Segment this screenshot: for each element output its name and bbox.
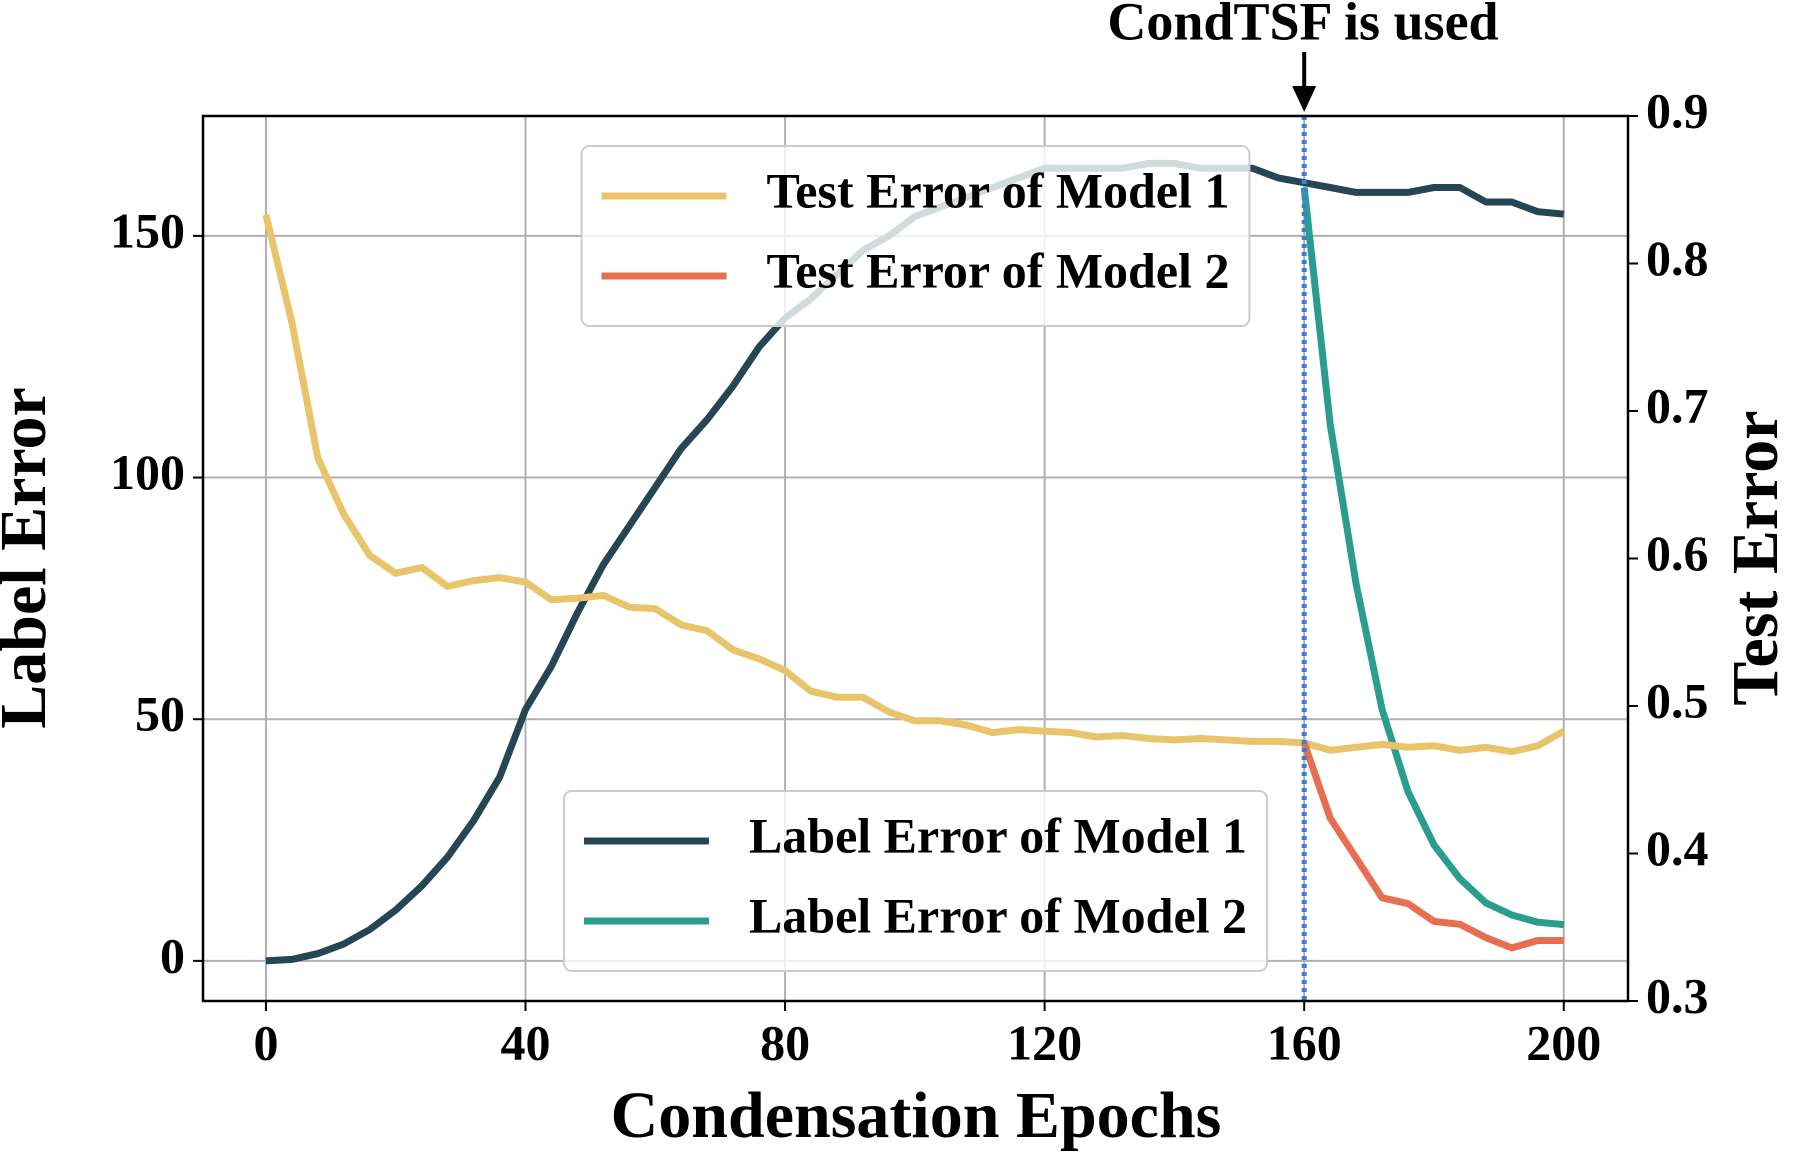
y2-axis-label: Test Error [1719,410,1792,705]
y2-tick-label: 0.5 [1646,672,1709,728]
plot-frame [201,114,1630,1003]
y2-tick-label: 0.3 [1646,967,1709,1023]
legend: Test Error of Model 1 Test Error of Model… [580,145,1251,327]
y-tick-label: 100 [110,444,185,500]
y2-tick-label: 0.8 [1646,230,1709,286]
annotation-arrowhead [1292,86,1317,112]
x-tick-label: 160 [1267,1014,1342,1070]
y2-tick-label: 0.9 [1646,82,1709,138]
legend-label: Label Error of Model 2 [749,887,1247,943]
y-tick-label: 50 [135,686,185,742]
annotation: CondTSF is used [1107,0,1498,51]
series-line [262,213,1566,756]
legend: Label Error of Model 1 Label Error of Mod… [562,790,1269,972]
legend-box [562,790,1269,972]
y2-tick-label: 0.7 [1646,377,1709,433]
x-tick-label: 80 [760,1014,810,1070]
x-tick-label: 120 [1007,1014,1082,1070]
legend-label: Label Error of Model 1 [749,807,1247,863]
x-tick-label: 0 [253,1014,278,1070]
legend-label: Test Error of Model 2 [767,242,1230,298]
y-axis-label: Label Error [0,387,60,729]
y-tick-label: 0 [160,927,185,983]
y2-tick-label: 0.6 [1646,525,1709,581]
x-axis-label: Condensation Epochs [611,1079,1222,1152]
x-tick-label: 200 [1526,1014,1601,1070]
y-tick-label: 150 [110,202,185,258]
series-line [1300,741,1564,952]
legend-box [580,145,1251,327]
series-line [1300,187,1565,929]
y2-tick-label: 0.4 [1646,820,1709,876]
x-tick-label: 40 [501,1014,551,1070]
legend-label: Test Error of Model 1 [767,162,1230,218]
